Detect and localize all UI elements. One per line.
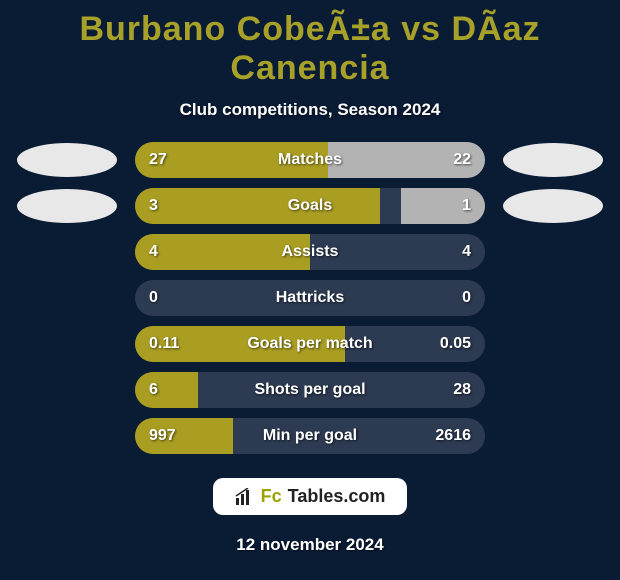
stat-bar: 628Shots per goal: [135, 372, 485, 408]
comparison-card: Burbano CobeÃ±a vs DÃ­az Canencia Club c…: [0, 0, 620, 580]
stat-rows-container: 2722Matches 31Goals 44Assists 00Hattricks 0.…: [17, 142, 603, 464]
badge-prefix: Fc: [261, 486, 282, 507]
stat-row: 0.110.05Goals per match: [17, 326, 603, 362]
player-marker-left: [17, 189, 117, 223]
stat-bar: 0.110.05Goals per match: [135, 326, 485, 362]
player-marker-left: [17, 143, 117, 177]
stat-bar: 00Hattricks: [135, 280, 485, 316]
footer-date: 12 november 2024: [236, 535, 383, 555]
badge-text: Tables.com: [288, 486, 386, 507]
page-subtitle: Club competitions, Season 2024: [180, 100, 441, 120]
stat-label: Hattricks: [135, 289, 485, 307]
stat-label: Shots per goal: [135, 381, 485, 399]
stat-row: 2722Matches: [17, 142, 603, 178]
player-marker-right: [503, 143, 603, 177]
stat-row: 00Hattricks: [17, 280, 603, 316]
stat-label: Matches: [135, 151, 485, 169]
stat-label: Min per goal: [135, 427, 485, 445]
stat-label: Goals: [135, 197, 485, 215]
stat-row: 9972616Min per goal: [17, 418, 603, 454]
chart-icon: [235, 488, 255, 506]
player-marker-right: [503, 189, 603, 223]
stat-bar: 9972616Min per goal: [135, 418, 485, 454]
source-badge: Fc Tables.com: [213, 478, 408, 515]
stat-label: Assists: [135, 243, 485, 261]
stat-bar: 2722Matches: [135, 142, 485, 178]
stat-row: 628Shots per goal: [17, 372, 603, 408]
page-title: Burbano CobeÃ±a vs DÃ­az Canencia: [0, 10, 620, 88]
stat-label: Goals per match: [135, 335, 485, 353]
stat-bar: 44Assists: [135, 234, 485, 270]
stat-row: 31Goals: [17, 188, 603, 224]
stat-row: 44Assists: [17, 234, 603, 270]
stat-bar: 31Goals: [135, 188, 485, 224]
